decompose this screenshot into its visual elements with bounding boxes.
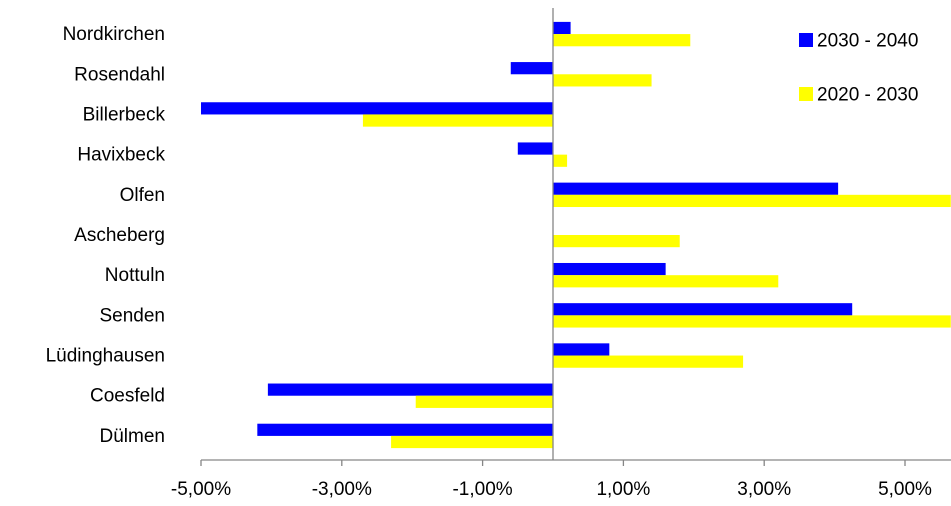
legend-swatch [799, 33, 813, 47]
bar-2020-2030-0 [553, 34, 691, 47]
bar-2020-2030-3 [553, 154, 568, 167]
bar-2020-2030-7 [553, 315, 951, 328]
bar-2030-2040-0 [553, 21, 571, 35]
bar-2020-2030-2 [362, 114, 553, 127]
bar-2020-2030-10 [391, 435, 553, 449]
bar-2020-2030-4 [553, 194, 951, 208]
bar-2030-2040-2 [201, 102, 553, 115]
labels-layer: Nordkirchen Rosendahl Billerbeck Havixbeck O… [46, 24, 932, 500]
category-label: Nottuln [105, 265, 165, 286]
category-label: Havixbeck [77, 145, 165, 166]
category-label: Senden [99, 305, 165, 326]
category-label: Coesfeld [90, 386, 165, 407]
x-tick-label: -3,00% [312, 479, 372, 500]
x-tick-label: -5,00% [171, 479, 231, 500]
x-tick-label: 5,00% [878, 479, 932, 500]
bar-2020-2030-6 [553, 275, 779, 288]
category-label: Ascheberg [74, 225, 165, 246]
legend-swatch [799, 87, 813, 101]
bar-2030-2040-7 [553, 303, 853, 316]
x-tick-label: 1,00% [596, 479, 650, 500]
bar-2030-2040-9 [267, 383, 553, 396]
legend: 2030 - 2040 2020 - 2030 [799, 31, 918, 106]
category-label: Billerbeck [83, 104, 166, 125]
x-tick-label: 3,00% [737, 479, 791, 500]
legend-label: 2020 - 2030 [817, 85, 918, 106]
bar-2020-2030-8 [553, 355, 744, 368]
bar-2030-2040-6 [553, 262, 666, 276]
bar-2030-2040-10 [257, 423, 553, 436]
axis-layer [200, 8, 951, 466]
category-label: Olfen [120, 185, 165, 206]
category-label: Nordkirchen [63, 24, 165, 45]
legend-label: 2030 - 2040 [817, 31, 918, 52]
bar-2030-2040-1 [510, 62, 553, 75]
bar-2020-2030-9 [415, 395, 553, 408]
bars-layer [201, 21, 951, 449]
x-tick-label: -1,00% [452, 479, 512, 500]
bar-2020-2030-5 [553, 235, 680, 248]
bar-2030-2040-8 [553, 343, 610, 356]
category-label: Dülmen [100, 426, 165, 447]
category-label: Rosendahl [74, 64, 165, 85]
bar-2030-2040-3 [517, 142, 553, 155]
bar-2030-2040-4 [553, 182, 839, 195]
bar-2020-2030-1 [553, 74, 652, 87]
category-label: Lüdinghausen [46, 346, 165, 367]
